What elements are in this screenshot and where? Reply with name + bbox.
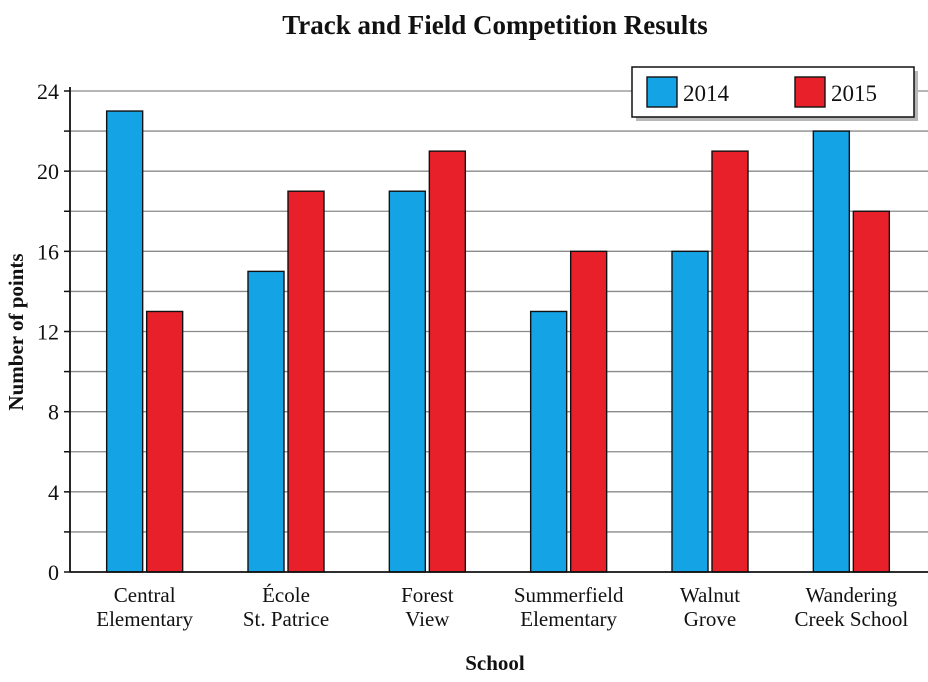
bar-2014 [812, 130, 851, 573]
x-tick-label: Creek School [794, 607, 908, 631]
x-tick-label: Elementary [96, 607, 193, 631]
bar-2015 [145, 310, 184, 573]
y-tick-label: 4 [48, 480, 59, 505]
x-tick-label: Walnut [680, 583, 740, 607]
y-tick-label: 8 [48, 400, 59, 425]
bar-2014 [671, 250, 709, 573]
x-tick-label: Elementary [520, 607, 617, 631]
y-tick-label: 16 [37, 239, 59, 264]
y-tick-label: 0 [48, 560, 59, 585]
legend-swatch-2015 [794, 76, 826, 108]
bar-2015 [287, 190, 325, 573]
x-tick-label: Forest [401, 583, 454, 607]
x-axis-label: School [465, 651, 525, 675]
y-tick-label: 24 [37, 79, 59, 104]
y-tick-label: 12 [37, 320, 59, 345]
x-tick-label: Grove [684, 607, 736, 631]
y-tick-label: 20 [37, 159, 59, 184]
x-tick-label: St. Patrice [243, 607, 329, 631]
legend-swatch-2014 [646, 76, 678, 108]
legend-box [631, 66, 915, 118]
bar-2014 [247, 270, 285, 573]
legend-label-2015: 2015 [831, 81, 877, 106]
x-tick-label: View [405, 607, 450, 631]
x-tick-label: Wandering [806, 583, 898, 607]
chart-title: Track and Field Competition Results [282, 10, 708, 40]
bars [105, 110, 891, 573]
gridlines [70, 90, 928, 533]
x-tick-label: Central [114, 583, 176, 607]
bar-2014 [105, 110, 144, 573]
legend: 2014 2015 [631, 66, 918, 121]
bar-2014 [529, 310, 568, 573]
bar-2015 [711, 150, 749, 573]
y-axis-label: Number of points [4, 253, 28, 410]
x-tick-label: École [262, 583, 310, 607]
bar-2014 [388, 190, 427, 573]
legend-label-2014: 2014 [683, 81, 730, 106]
bar-2015 [428, 150, 467, 573]
bar-2015 [569, 250, 608, 573]
x-tick-label: Summerfield [514, 583, 624, 607]
bar-2015 [852, 210, 891, 573]
